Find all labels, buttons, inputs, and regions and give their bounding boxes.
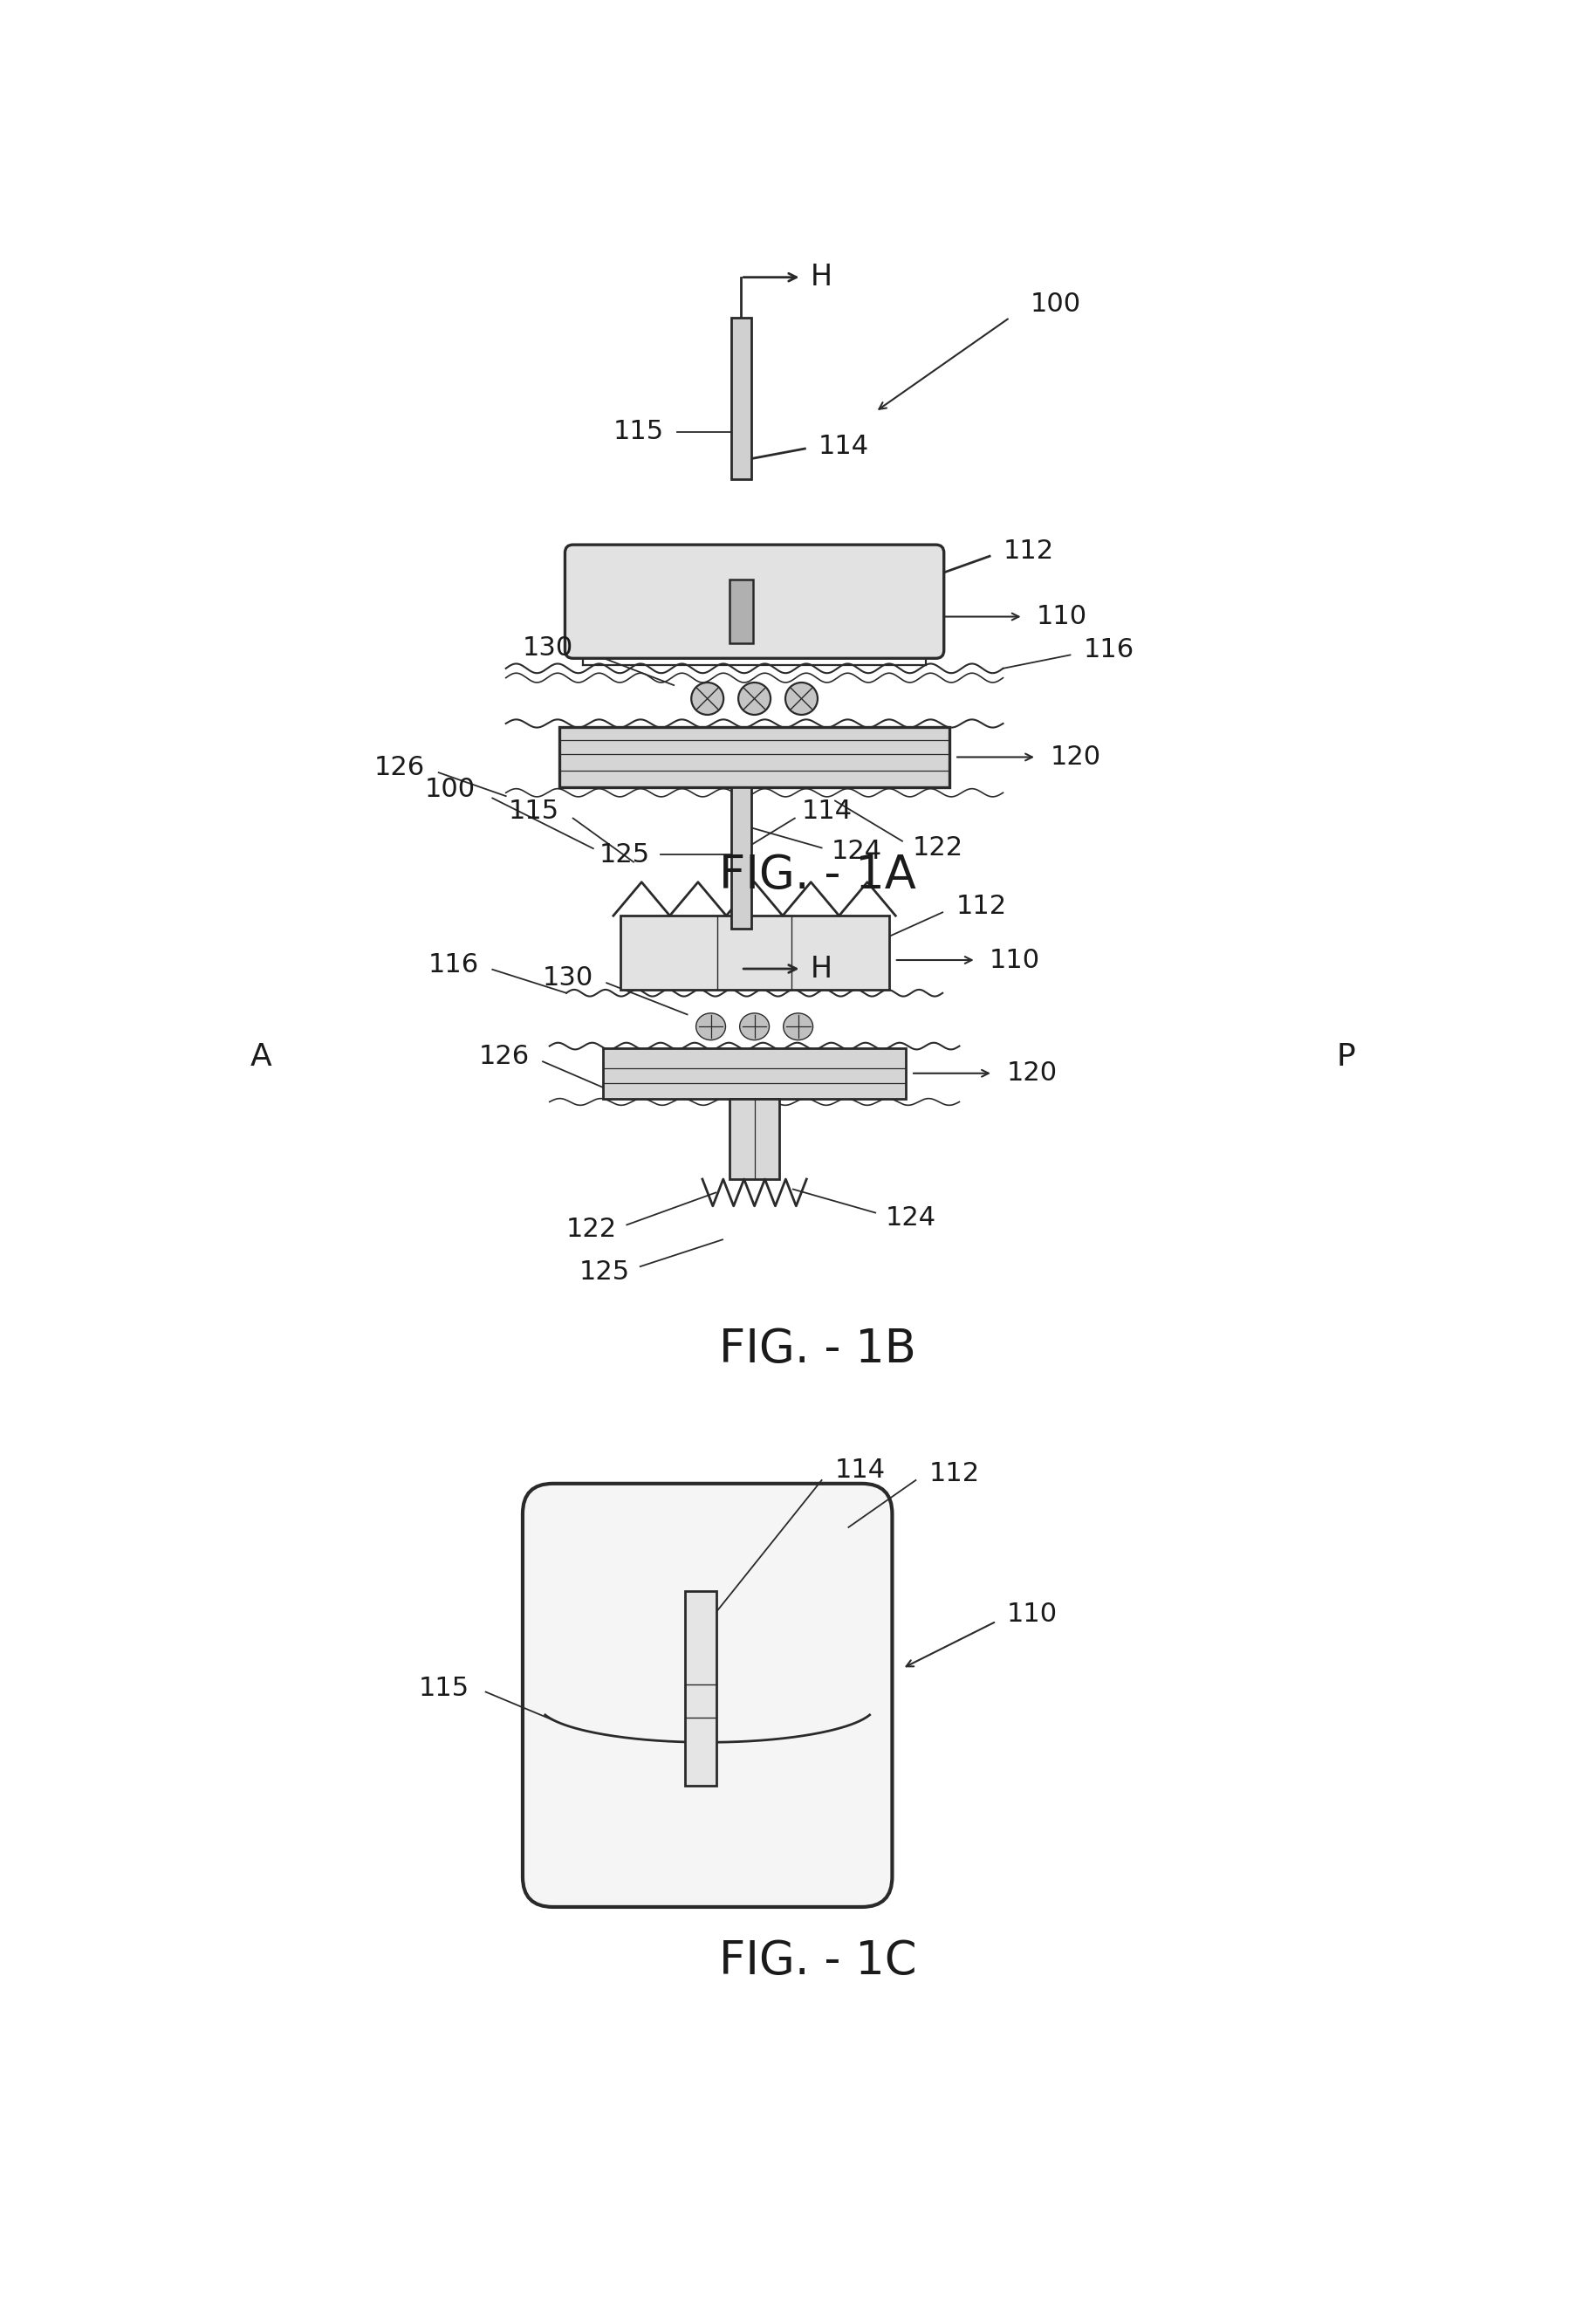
Circle shape <box>785 682 817 715</box>
Text: 100: 100 <box>425 777 476 802</box>
Ellipse shape <box>739 1014 769 1040</box>
Text: 125: 125 <box>579 1259 630 1284</box>
Text: 125: 125 <box>600 841 650 867</box>
Text: FIG. - 1B: FIG. - 1B <box>720 1325 916 1371</box>
Circle shape <box>739 682 771 715</box>
Text: 130: 130 <box>522 636 573 662</box>
Text: 124: 124 <box>886 1206 937 1231</box>
Text: 116: 116 <box>1084 636 1135 662</box>
Text: 112: 112 <box>1002 537 1053 562</box>
Text: A: A <box>251 1042 271 1072</box>
Ellipse shape <box>696 1014 726 1040</box>
Text: 115: 115 <box>418 1676 469 1701</box>
Text: 110: 110 <box>1037 604 1087 629</box>
Text: H: H <box>811 954 833 984</box>
Circle shape <box>691 682 723 715</box>
Text: 110: 110 <box>1007 1602 1057 1627</box>
Bar <box>729 579 753 643</box>
Bar <box>731 788 752 929</box>
Text: 112: 112 <box>929 1461 980 1487</box>
Text: 114: 114 <box>835 1457 886 1482</box>
Bar <box>729 1099 780 1180</box>
Text: 114: 114 <box>819 433 868 459</box>
Text: FIG. - 1A: FIG. - 1A <box>720 853 916 899</box>
Text: 124: 124 <box>832 839 883 864</box>
Text: 100: 100 <box>1029 290 1080 316</box>
Bar <box>560 726 950 788</box>
Text: 115: 115 <box>613 420 664 445</box>
Bar <box>731 318 752 479</box>
Ellipse shape <box>784 1014 812 1040</box>
Text: 115: 115 <box>509 800 560 825</box>
Text: 122: 122 <box>913 834 962 860</box>
Text: H: H <box>811 263 833 293</box>
FancyBboxPatch shape <box>522 1484 892 1906</box>
Text: 120: 120 <box>1007 1060 1057 1086</box>
Text: 126: 126 <box>375 754 425 779</box>
Text: 114: 114 <box>801 800 852 825</box>
Text: 112: 112 <box>956 894 1007 920</box>
Bar <box>685 1590 717 1786</box>
Text: 120: 120 <box>1050 745 1101 770</box>
Text: 130: 130 <box>543 966 594 991</box>
FancyBboxPatch shape <box>565 544 943 659</box>
Text: P: P <box>1336 1042 1355 1072</box>
Text: 110: 110 <box>990 947 1041 973</box>
Bar <box>621 915 889 989</box>
Bar <box>603 1049 905 1099</box>
Text: 116: 116 <box>428 952 479 977</box>
Text: FIG. - 1C: FIG. - 1C <box>718 1939 916 1982</box>
Text: 122: 122 <box>567 1217 616 1242</box>
Text: 126: 126 <box>479 1044 530 1070</box>
